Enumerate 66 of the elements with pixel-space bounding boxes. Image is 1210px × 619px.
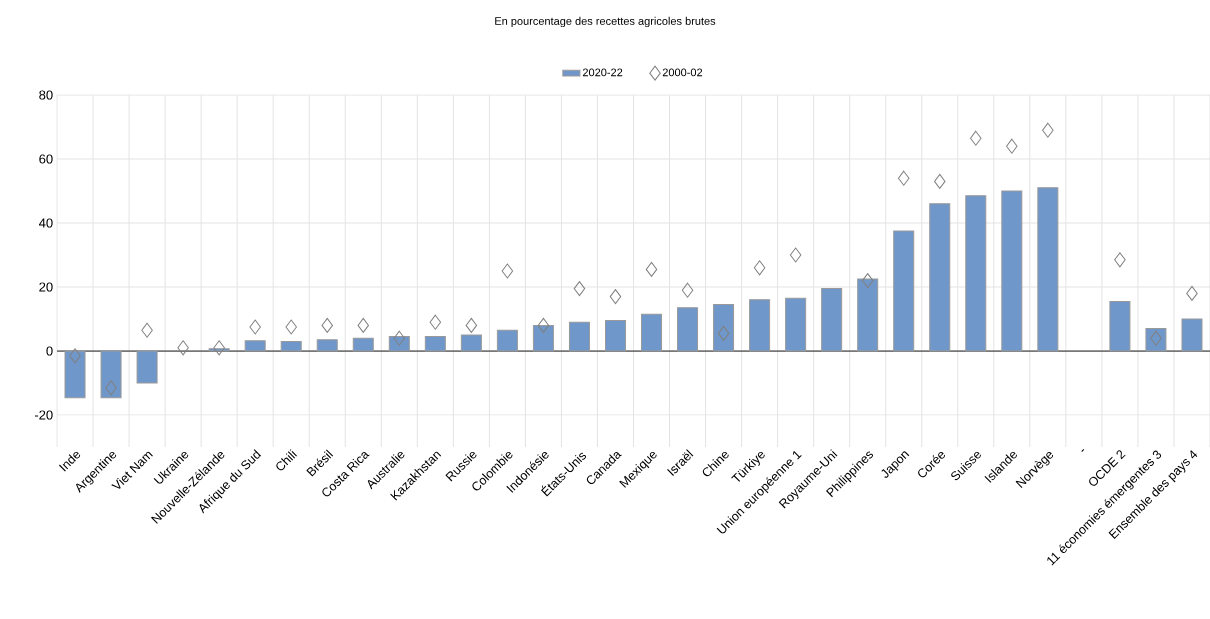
bar	[677, 307, 699, 352]
bar	[100, 350, 122, 399]
point	[1114, 252, 1126, 268]
bar	[280, 340, 302, 352]
point	[1042, 122, 1054, 138]
point	[645, 261, 658, 277]
bar	[496, 329, 518, 352]
point	[501, 263, 514, 279]
point	[1186, 285, 1198, 301]
point	[681, 282, 694, 298]
legend-label: 2000-02	[662, 68, 703, 77]
bar	[136, 350, 158, 384]
point	[105, 380, 117, 396]
point	[213, 340, 225, 356]
x-tick-label: -	[1081, 449, 1085, 452]
point	[285, 319, 297, 335]
point	[141, 322, 153, 338]
bar	[352, 337, 374, 352]
bar	[1001, 190, 1023, 352]
point	[934, 173, 946, 189]
point	[970, 130, 982, 146]
point	[753, 260, 766, 276]
bar	[604, 320, 626, 352]
bar	[64, 350, 86, 399]
chart-title: En pourcentage des recettes agricoles brutes	[495, 16, 716, 28]
y-tick-label: 40	[38, 218, 53, 228]
bar	[460, 334, 482, 352]
bar	[244, 340, 266, 352]
point	[1006, 138, 1018, 154]
point	[393, 330, 406, 346]
bar	[1109, 300, 1131, 352]
bar	[532, 324, 554, 352]
point	[429, 314, 442, 330]
bar	[641, 313, 663, 352]
y-tick-label: 80	[39, 90, 53, 100]
y-tick-label: 60	[39, 154, 53, 164]
y-tick-label: 20	[39, 282, 53, 292]
point	[321, 317, 333, 333]
bar	[893, 230, 915, 352]
point	[573, 281, 586, 297]
point	[537, 317, 550, 333]
bar	[1181, 318, 1203, 352]
y-tick-label: 0	[46, 346, 53, 356]
bar	[785, 297, 807, 352]
point	[249, 319, 261, 335]
point	[789, 247, 802, 263]
point	[177, 340, 189, 356]
bar	[821, 288, 843, 352]
bar	[568, 321, 590, 352]
bar	[424, 336, 446, 352]
bar	[929, 203, 951, 352]
point	[465, 317, 478, 333]
bar	[388, 336, 410, 352]
point	[357, 317, 370, 333]
y-tick-label: -20	[34, 410, 53, 420]
point	[69, 348, 81, 364]
point	[861, 273, 874, 289]
bar	[1037, 187, 1059, 352]
bar	[749, 299, 771, 352]
bar	[965, 195, 987, 352]
point	[609, 289, 622, 305]
bar	[857, 278, 879, 352]
bar	[713, 304, 735, 352]
point	[897, 170, 910, 186]
legend-label: 2020-22	[582, 68, 623, 77]
bar	[316, 339, 338, 352]
